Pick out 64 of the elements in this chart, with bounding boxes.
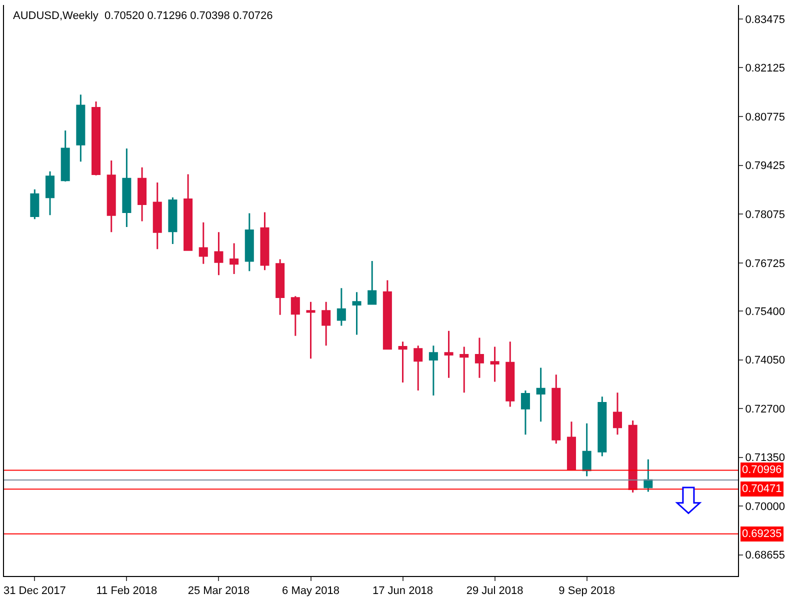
candlestick [276,258,285,316]
y-tick-label: 0.68655 [745,550,785,562]
candlestick [536,366,546,422]
candlestick [306,301,316,360]
candlestick [368,260,377,306]
candlestick [76,94,86,162]
y-tick-label: 0.71350 [745,452,785,464]
candlestick [138,166,147,222]
candlestick [428,344,438,396]
x-tick-label: 9 Sep 2018 [558,585,615,598]
candlestick [444,330,454,379]
x-tick-label: 11 Feb 2018 [96,585,158,598]
candlestick [474,336,484,379]
candlestick [552,374,561,444]
y-tick-label: 0.78075 [745,209,785,222]
candlestick [352,291,362,336]
candlestick [490,346,500,383]
candlestick [612,392,622,436]
x-tick-label: 6 May 2018 [282,585,340,598]
x-tick-label: 31 Dec 2017 [3,585,66,598]
candlestick [260,211,270,271]
candlestick [152,182,162,250]
candlestick [628,420,638,494]
y-tick-label: 0.76725 [745,258,785,270]
candlestick [582,422,592,477]
candlestick [198,222,208,265]
candlestick [92,100,101,176]
candlestick [244,212,254,272]
candlestick [184,173,193,251]
candlestick [644,458,653,493]
candlestick [566,420,576,472]
candlestick [506,340,515,408]
candlestick [398,340,408,384]
y-tick-label: 0.80775 [745,111,785,124]
candlestick [460,346,469,394]
y-tick-label: 0.72700 [745,403,785,416]
candlestick [230,242,239,275]
candlestick [122,148,132,228]
y-tick-label: 0.74050 [745,354,785,367]
y-tick-label: 0.70000 [745,501,785,514]
candlestick [598,396,607,458]
candlestick [214,231,224,276]
ref-line-label: 0.69235 [742,528,782,540]
candlestick [290,295,300,337]
x-tick-label: 25 Mar 2018 [188,585,250,598]
candlestick [322,301,331,346]
text: AUDUSD,Weekly 0.70520 0.71296 0.70398 0.70726 [13,10,273,22]
y-tick-label: 0.79425 [745,160,785,172]
x-tick-label: 17 Jun 2018 [372,585,434,598]
candlestick [382,279,392,350]
candlestick [520,390,530,436]
candlestick [46,170,55,216]
ref-line-label: 0.70996 [742,464,782,476]
candlestick [106,160,116,233]
candlestick [414,344,423,392]
y-tick-label: 0.75400 [745,306,785,318]
candlestick [336,287,346,327]
y-tick-label: 0.83475 [745,14,785,26]
y-tick-label: 0.82125 [745,62,785,75]
candlestick [60,130,70,182]
ref-line-label: 0.70471 [742,483,782,495]
x-tick-label: 29 Jul 2018 [466,585,524,598]
candlestick [168,196,178,245]
candlestick [30,188,40,220]
